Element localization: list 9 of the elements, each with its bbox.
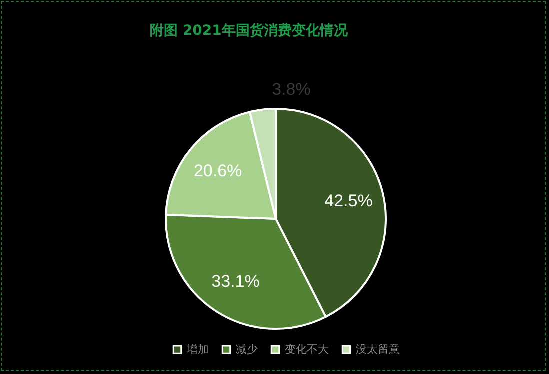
data-label: 42.5% [324,192,373,211]
legend-label: 增加 [186,342,209,356]
legend-label: 减少 [236,342,258,356]
chart-title: 附图 2021年国货消费变化情况 [150,22,349,39]
data-label: 20.6% [194,162,242,181]
legend-label: 没太留意 [356,342,400,356]
data-label: 33.1% [212,272,260,292]
data-label: 3.8% [272,80,311,99]
legend-label: 变化不大 [285,342,329,356]
